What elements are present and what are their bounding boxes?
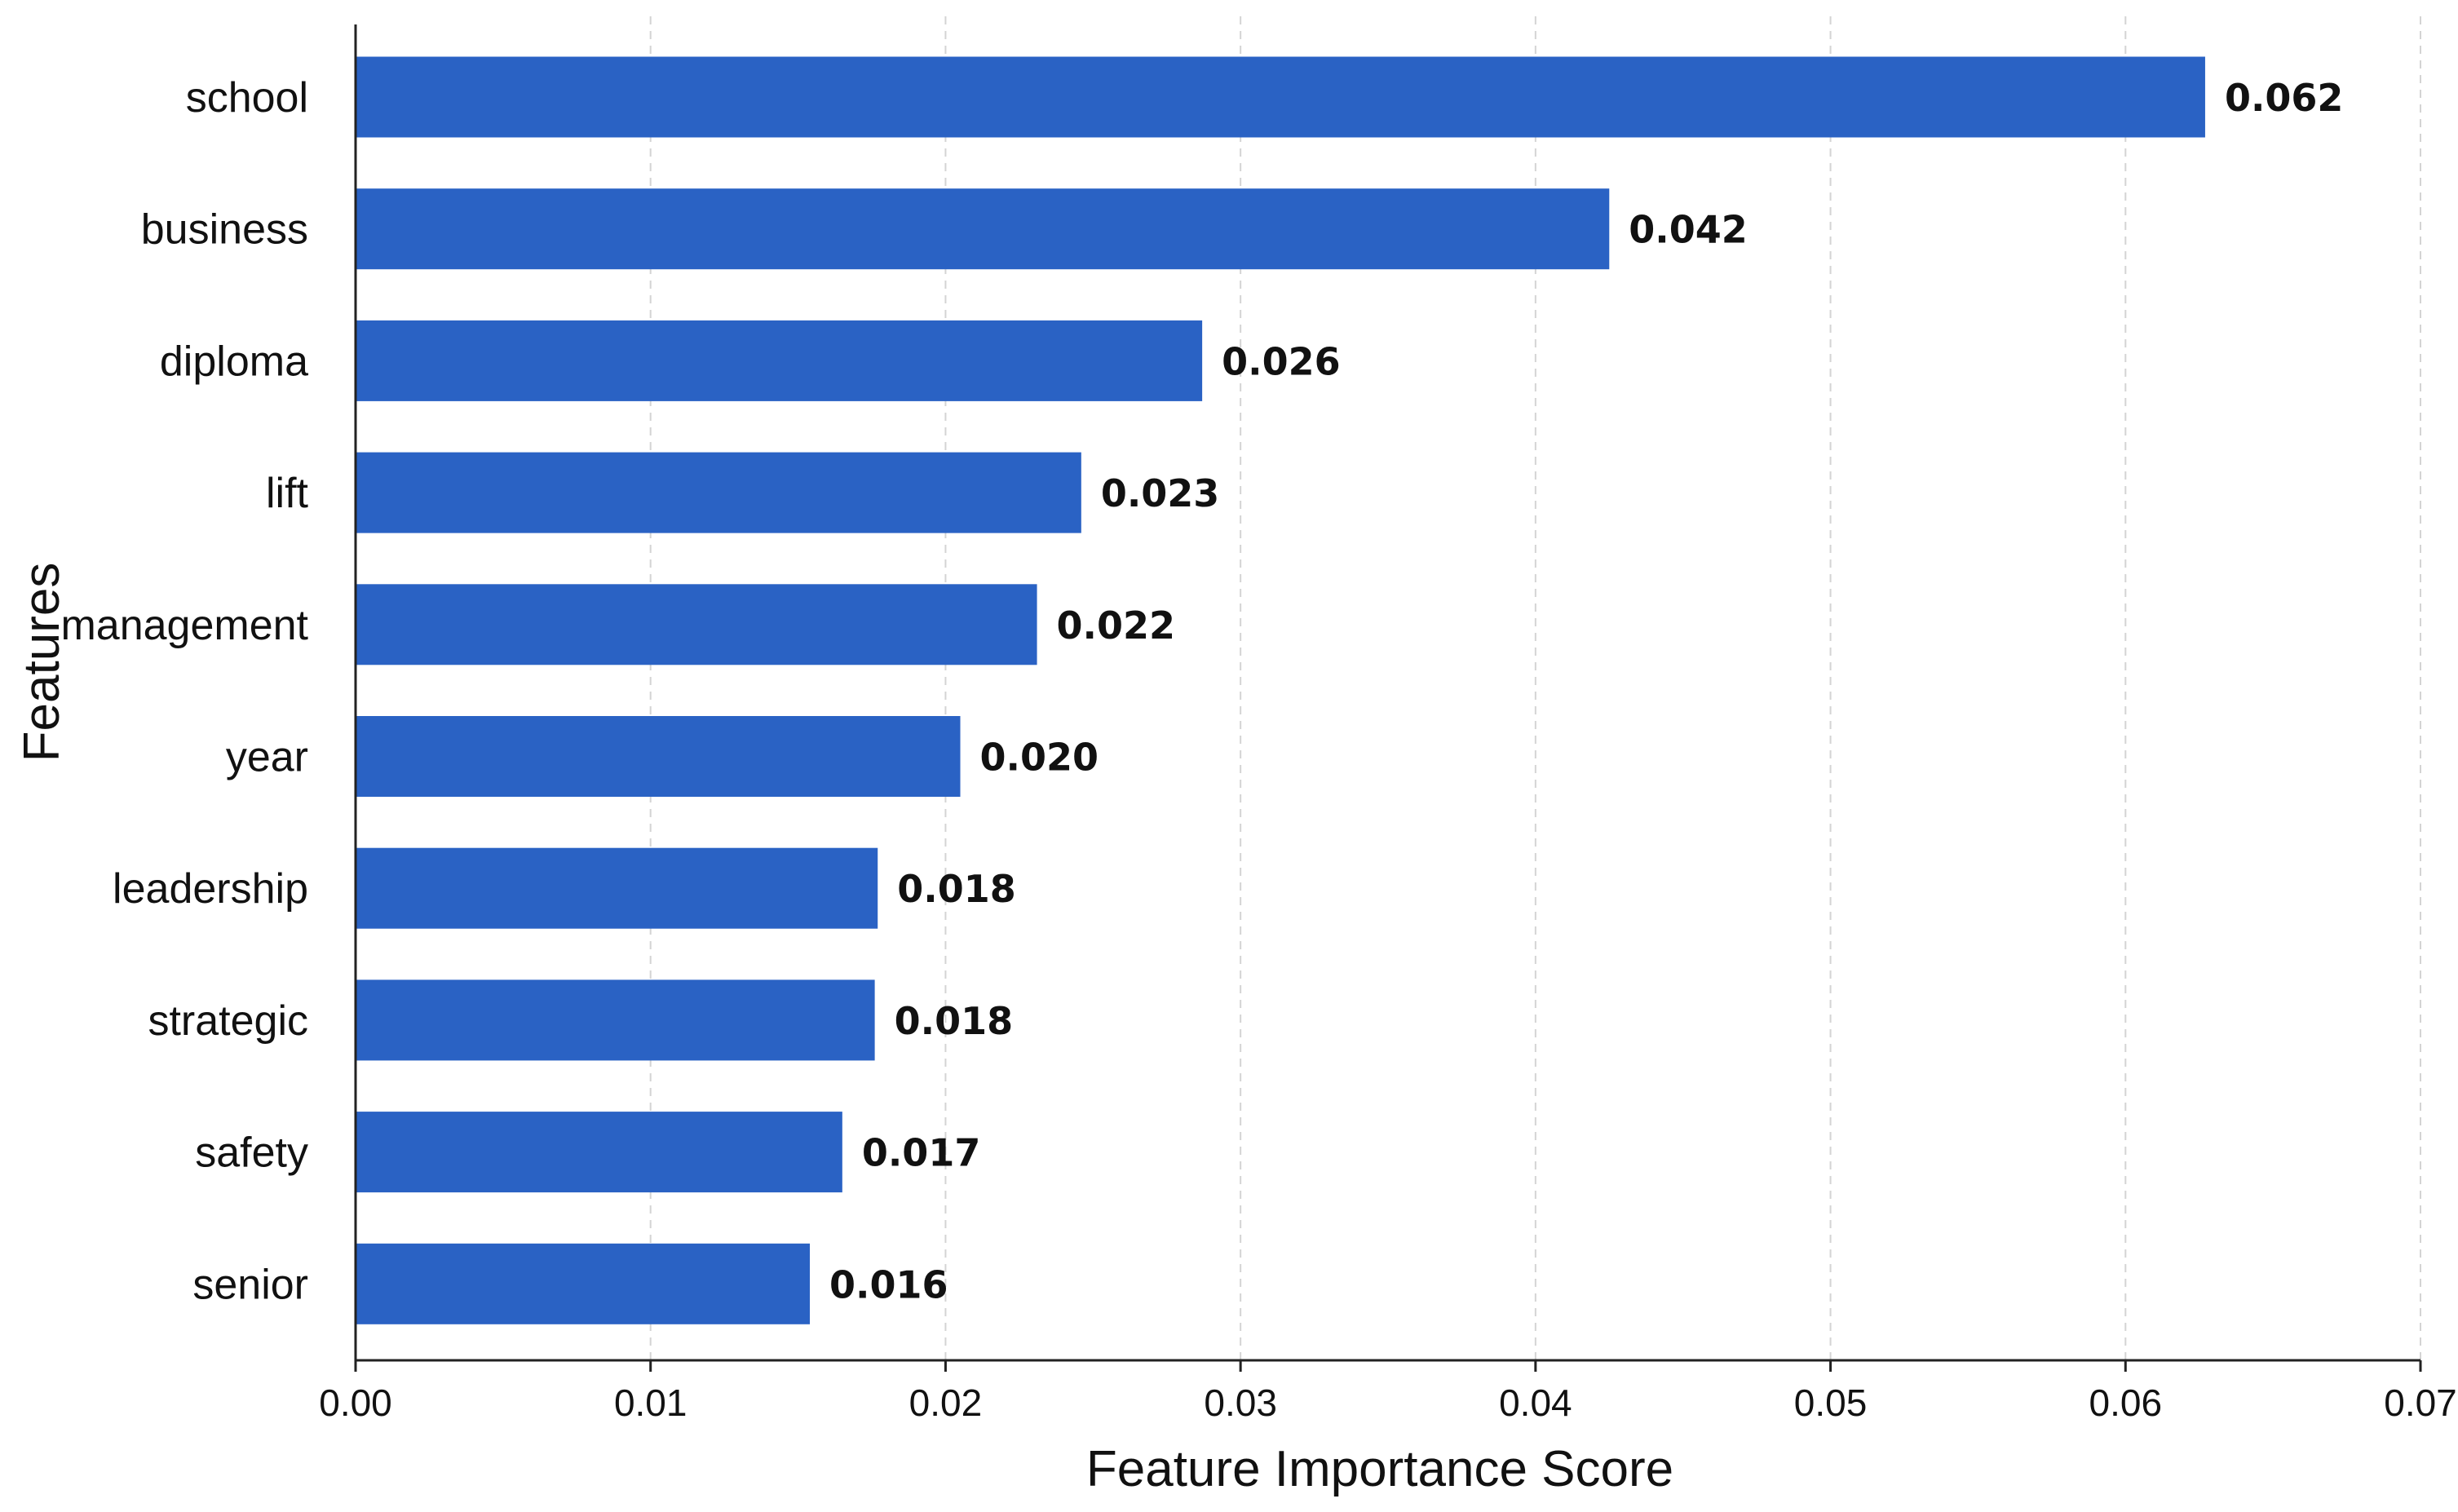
value-label: 0.020 [980, 736, 1099, 780]
x-tick-label: 0.01 [614, 1382, 687, 1424]
value-label: 0.026 [1222, 339, 1341, 383]
value-label: 0.018 [897, 867, 1016, 911]
bar-senior [356, 1243, 811, 1324]
value-label: 0.022 [1057, 603, 1176, 648]
category-label: diploma [160, 338, 308, 385]
value-label: 0.062 [2225, 76, 2344, 120]
category-label: management [60, 602, 308, 649]
bar-business [356, 188, 1610, 270]
category-label: leadership [113, 865, 308, 913]
category-label: strategic [148, 997, 308, 1045]
bar-strategic [356, 979, 875, 1061]
bar-school [356, 56, 2205, 138]
bars-layer [356, 56, 2205, 1324]
category-label: safety [195, 1130, 308, 1177]
bar-leadership [356, 847, 878, 929]
x-tick-label: 0.05 [1794, 1382, 1868, 1424]
x-tick-label: 0.00 [319, 1382, 392, 1424]
labels-layer: 0.00 0.01 0.02 0.03 0.04 0.05 0.06 0.07 school 0.… [14, 74, 2457, 1497]
value-label: 0.042 [1629, 208, 1748, 252]
bar-lift [356, 452, 1081, 533]
value-label: 0.023 [1101, 471, 1220, 515]
bar-diploma [356, 320, 1203, 401]
value-label: 0.018 [895, 999, 1014, 1043]
axes-layer [354, 24, 2422, 1372]
x-tick-label: 0.06 [2089, 1382, 2163, 1424]
x-tick-label: 0.04 [1499, 1382, 1572, 1424]
category-label: senior [192, 1261, 308, 1308]
category-label: school [186, 74, 308, 122]
bar-safety [356, 1112, 842, 1193]
category-label: year [226, 734, 308, 781]
value-label: 0.016 [829, 1262, 948, 1306]
bar-management [356, 584, 1037, 665]
value-label: 0.017 [862, 1131, 981, 1175]
x-tick-label: 0.07 [2384, 1382, 2457, 1424]
x-tick-label: 0.02 [909, 1382, 983, 1424]
x-axis-title: Feature Importance Score [1086, 1441, 1673, 1497]
y-axis-title: Features [14, 563, 70, 763]
category-label: lift [266, 470, 309, 517]
x-tick-label: 0.03 [1204, 1382, 1277, 1424]
bar-year [356, 716, 961, 797]
category-label: business [141, 206, 308, 254]
